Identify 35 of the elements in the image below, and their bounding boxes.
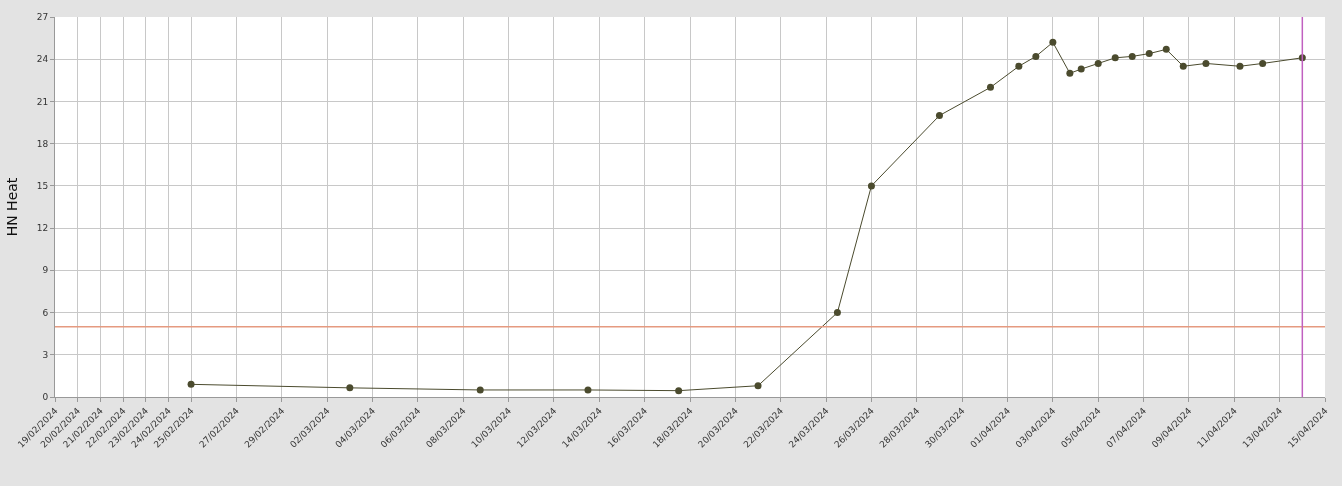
- point: [476, 386, 484, 394]
- y-tick-label: 18: [36, 138, 49, 149]
- point: [1145, 50, 1153, 58]
- point: [833, 309, 841, 317]
- y-tick-label: 3: [42, 349, 49, 360]
- point: [1179, 62, 1187, 70]
- y-tick-label: 9: [42, 265, 49, 276]
- point: [867, 182, 875, 190]
- point: [935, 112, 943, 120]
- point: [1111, 54, 1119, 62]
- point: [584, 386, 592, 394]
- point: [675, 387, 683, 395]
- y-tick-label: 15: [36, 181, 49, 192]
- y-tick-label: 27: [36, 12, 49, 23]
- point: [1259, 59, 1267, 67]
- point: [1077, 65, 1085, 73]
- point: [1015, 62, 1023, 70]
- point: [1236, 62, 1244, 70]
- y-tick-label: 6: [42, 307, 49, 318]
- point: [754, 382, 762, 390]
- y-axis-title: HN Heat: [4, 177, 21, 237]
- point: [1128, 52, 1136, 60]
- point: [187, 380, 195, 388]
- point: [986, 83, 994, 91]
- point: [1032, 52, 1040, 60]
- point: [1049, 38, 1057, 46]
- point: [1094, 59, 1102, 67]
- y-tick-label: 0: [42, 392, 49, 403]
- point: [1162, 45, 1170, 53]
- point: [1202, 59, 1210, 67]
- point: [346, 384, 354, 392]
- y-tick-label: 12: [36, 223, 49, 234]
- y-tick-label: 24: [36, 54, 49, 65]
- point: [1066, 69, 1074, 77]
- y-tick-label: 21: [36, 96, 49, 107]
